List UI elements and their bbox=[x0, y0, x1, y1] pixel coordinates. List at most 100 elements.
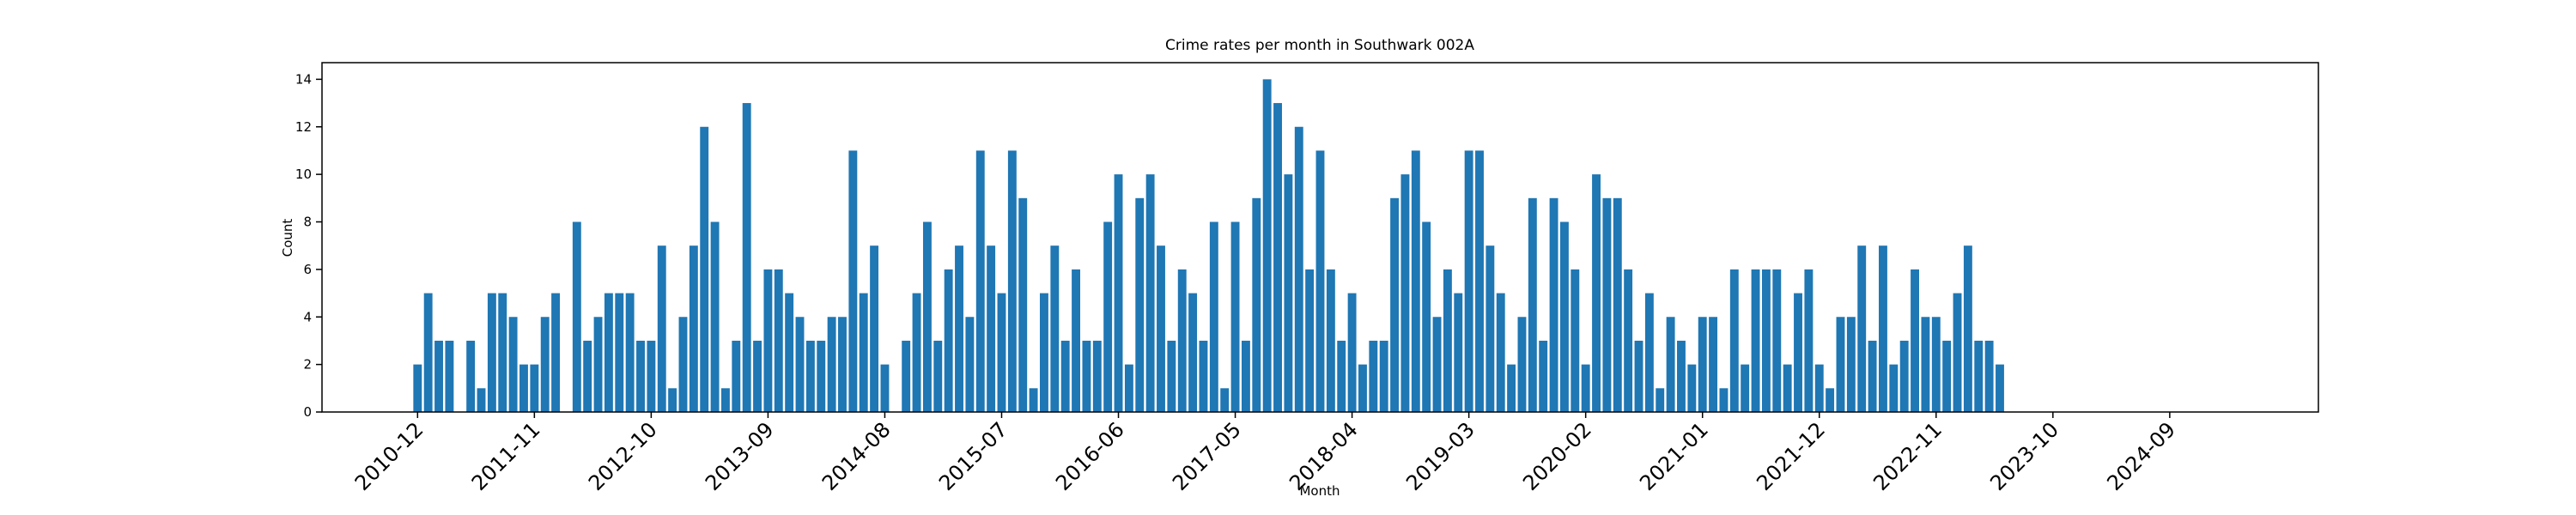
bar bbox=[1656, 388, 1665, 412]
bar bbox=[1496, 293, 1505, 412]
bar bbox=[859, 293, 868, 412]
bar bbox=[1698, 317, 1707, 412]
bar bbox=[742, 103, 751, 412]
bar bbox=[1644, 293, 1654, 412]
x-axis-label: Month bbox=[1299, 483, 1340, 499]
bar bbox=[1018, 197, 1028, 412]
bar bbox=[1549, 197, 1558, 412]
bar bbox=[922, 221, 932, 412]
y-tick-label: 14 bbox=[295, 71, 312, 87]
bar bbox=[413, 364, 422, 412]
bar bbox=[902, 340, 911, 412]
bar bbox=[1559, 221, 1569, 412]
bar bbox=[944, 269, 953, 412]
bar bbox=[487, 293, 496, 412]
bar bbox=[1624, 269, 1633, 412]
bar bbox=[1687, 364, 1697, 412]
bar bbox=[1294, 126, 1303, 412]
bar bbox=[1167, 340, 1176, 412]
bar bbox=[1984, 340, 1994, 412]
bar bbox=[678, 317, 688, 412]
bar bbox=[955, 245, 963, 412]
bar bbox=[1262, 79, 1272, 412]
bar bbox=[1188, 293, 1198, 412]
bar bbox=[1284, 174, 1293, 412]
bar bbox=[1889, 364, 1899, 412]
y-tick-label: 0 bbox=[303, 404, 312, 420]
bar bbox=[1761, 269, 1771, 412]
bar bbox=[519, 364, 528, 412]
bar bbox=[593, 317, 603, 412]
bar bbox=[604, 293, 613, 412]
bar bbox=[785, 293, 794, 412]
bar bbox=[1432, 317, 1442, 412]
bar bbox=[1996, 364, 2004, 412]
bar bbox=[1868, 340, 1877, 412]
bar bbox=[1273, 103, 1282, 412]
bar bbox=[583, 340, 592, 412]
bar bbox=[1719, 388, 1728, 412]
bar bbox=[636, 340, 645, 412]
bar bbox=[434, 340, 443, 412]
axes-frame bbox=[321, 62, 2319, 413]
bar bbox=[1826, 388, 1835, 412]
bar bbox=[1634, 340, 1643, 412]
bar bbox=[710, 221, 720, 412]
bar bbox=[572, 221, 581, 412]
bar bbox=[423, 293, 433, 412]
bar bbox=[1411, 150, 1420, 412]
bar bbox=[1145, 174, 1155, 412]
bar bbox=[1974, 340, 1984, 412]
bar bbox=[1963, 245, 1972, 412]
bar bbox=[1007, 150, 1017, 412]
bar bbox=[805, 340, 815, 412]
y-tick-label: 2 bbox=[303, 357, 312, 373]
bar bbox=[1804, 269, 1814, 412]
bar bbox=[1794, 293, 1802, 412]
bar bbox=[1443, 269, 1452, 412]
bar bbox=[1220, 388, 1230, 412]
y-tick-label: 4 bbox=[303, 309, 312, 324]
bar bbox=[1135, 197, 1145, 412]
bar bbox=[530, 364, 539, 412]
bar bbox=[1422, 221, 1431, 412]
bar bbox=[1709, 317, 1718, 412]
bar bbox=[965, 317, 975, 412]
bar bbox=[1581, 364, 1590, 412]
bar bbox=[1953, 293, 1962, 412]
bar bbox=[1124, 364, 1133, 412]
bar bbox=[498, 293, 507, 412]
bar bbox=[1379, 340, 1388, 412]
bar bbox=[1836, 317, 1845, 412]
y-tick-label: 6 bbox=[303, 262, 312, 277]
bar bbox=[1507, 364, 1516, 412]
bar bbox=[987, 245, 996, 412]
bar bbox=[912, 293, 921, 412]
bar bbox=[1252, 197, 1261, 412]
bar bbox=[445, 340, 454, 412]
bar bbox=[721, 388, 730, 412]
bar bbox=[1060, 340, 1070, 412]
bar bbox=[795, 317, 805, 412]
y-axis-label: Count bbox=[280, 219, 295, 258]
bar bbox=[466, 340, 476, 412]
bar bbox=[1539, 340, 1548, 412]
bar bbox=[1677, 340, 1686, 412]
bar bbox=[1454, 293, 1463, 412]
bar bbox=[1464, 150, 1473, 412]
bar bbox=[1517, 317, 1527, 412]
bar bbox=[657, 245, 666, 412]
bar bbox=[1666, 317, 1675, 412]
bar bbox=[1092, 340, 1102, 412]
bar bbox=[732, 340, 741, 412]
bar bbox=[838, 317, 847, 412]
bar bbox=[1931, 317, 1941, 412]
bar bbox=[647, 340, 656, 412]
bar bbox=[1751, 269, 1760, 412]
bar bbox=[1347, 293, 1357, 412]
bar bbox=[508, 317, 518, 412]
bar bbox=[551, 293, 561, 412]
bar bbox=[817, 340, 826, 412]
bar bbox=[1899, 340, 1909, 412]
bar bbox=[1741, 364, 1750, 412]
